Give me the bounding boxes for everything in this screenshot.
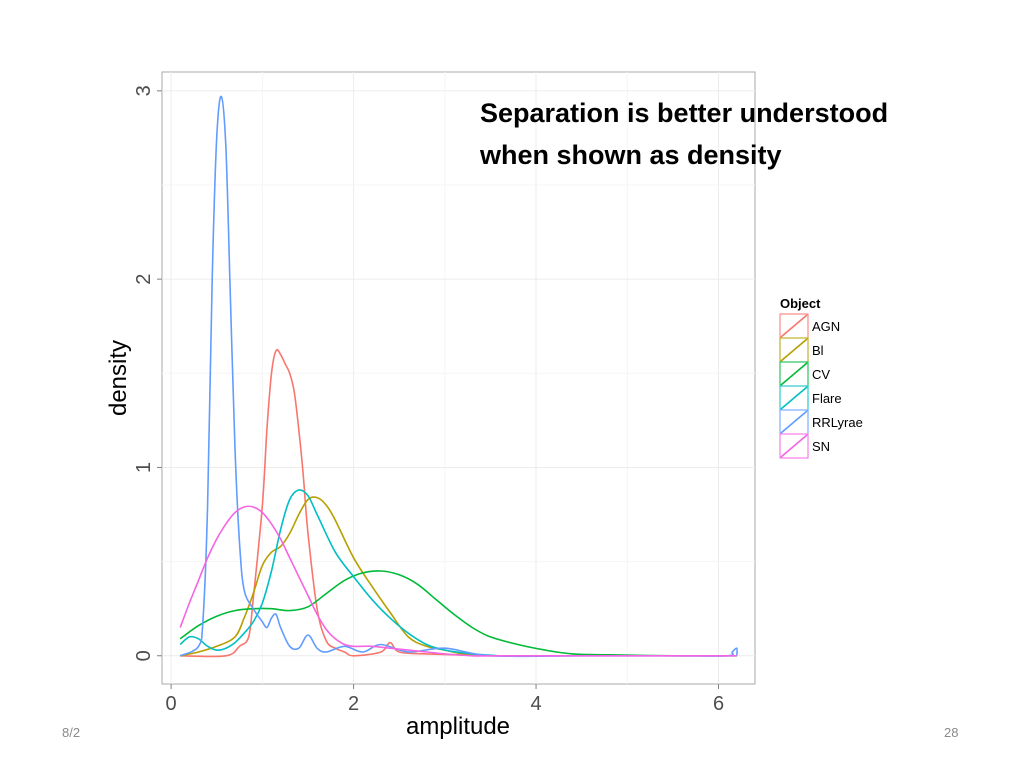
legend-key-line-rrlyrae	[780, 410, 808, 434]
x-tick-label: 2	[348, 693, 359, 715]
x-tick-label: 6	[713, 693, 724, 715]
grid-lines	[162, 72, 755, 684]
plot-panel	[161, 71, 756, 685]
y-axis-ticks: 0 1 2 3	[133, 85, 162, 661]
x-tick-label: 0	[166, 693, 177, 715]
legend-key-line-sn	[780, 434, 808, 458]
y-tick-label: 0	[133, 650, 155, 661]
slide-headline: Separation is better understood when sho…	[480, 92, 950, 176]
footer-date: 8/2	[62, 725, 81, 740]
legend-label-agn: AGN	[812, 319, 840, 334]
legend-label-flare: Flare	[812, 391, 842, 406]
legend-label-sn: SN	[812, 439, 830, 454]
y-tick-label: 2	[133, 274, 155, 285]
y-tick-label: 1	[133, 462, 155, 473]
series-line-flare	[179, 489, 500, 657]
legend-label-bl: Bl	[812, 343, 824, 358]
legend-label-rrlyrae: RRLyrae	[812, 415, 863, 430]
legend-label-cv: CV	[812, 367, 830, 382]
y-axis-label: density	[105, 340, 132, 416]
series-lines	[179, 95, 738, 658]
series-line-cv	[179, 570, 737, 657]
page-number: 28	[944, 725, 959, 740]
y-tick-label: 3	[133, 85, 155, 96]
series-line-sn	[179, 505, 737, 657]
legend-key-line-bl	[780, 338, 808, 362]
legend-key-line-flare	[780, 386, 808, 410]
legend: Object AGN Bl CV Flare RRLyrae SN	[779, 296, 863, 459]
x-axis-label: amplitude	[406, 713, 510, 740]
legend-items: AGN Bl CV Flare RRLyrae SN	[779, 313, 863, 459]
x-tick-label: 4	[530, 693, 541, 715]
legend-title: Object	[780, 296, 821, 311]
series-line-bl	[180, 496, 491, 657]
x-axis-ticks: 0 2 4 6	[166, 684, 724, 715]
legend-key-line-cv	[780, 362, 808, 386]
headline-line-1: Separation is better understood	[480, 98, 889, 128]
legend-key-line-agn	[780, 314, 808, 338]
headline-line-2: when shown as density	[480, 140, 782, 170]
